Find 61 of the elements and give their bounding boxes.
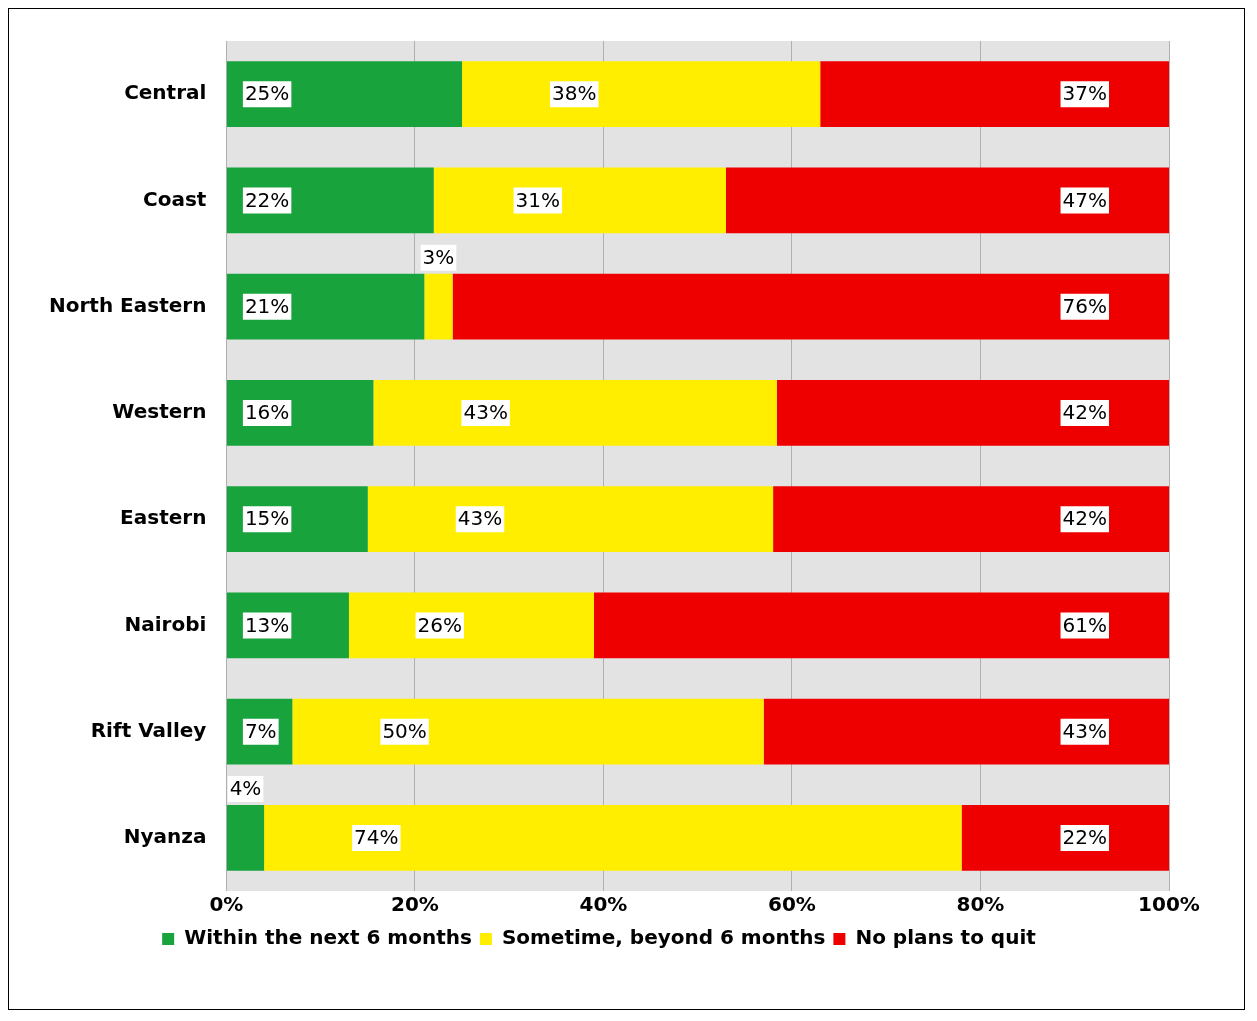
bar xyxy=(820,61,1169,128)
data-label: 47% xyxy=(1062,187,1107,212)
x-tick-label: 0% xyxy=(209,892,244,917)
x-tick-label: 100% xyxy=(1138,892,1200,917)
data-label: 50% xyxy=(382,718,427,743)
bar xyxy=(367,486,774,553)
y-tick-label: Western xyxy=(112,399,207,424)
x-tick-label: 60% xyxy=(768,892,816,917)
data-label: 43% xyxy=(457,506,503,531)
data-label: 37% xyxy=(1062,81,1107,106)
data-label: 26% xyxy=(417,612,463,637)
legend-label: Sometime, beyond 6 months xyxy=(501,925,826,950)
y-tick-label: Nairobi xyxy=(124,611,207,636)
data-label: 61% xyxy=(1062,612,1107,637)
data-label: 43% xyxy=(463,400,508,425)
data-label: 38% xyxy=(552,81,597,106)
bar xyxy=(373,379,777,446)
data-label: 42% xyxy=(1062,400,1107,425)
legend-label: Within the next 6 months xyxy=(184,925,472,950)
y-tick-label: Central xyxy=(124,80,207,105)
bar xyxy=(226,273,425,340)
bar xyxy=(424,273,453,340)
y-tick-label: Eastern xyxy=(120,505,207,530)
bar xyxy=(226,804,265,871)
bar xyxy=(462,61,821,128)
data-label: 22% xyxy=(1062,825,1107,850)
data-label: 13% xyxy=(244,612,290,637)
y-tick-label: North Eastern xyxy=(48,292,207,317)
data-label: 7% xyxy=(244,718,277,743)
bar xyxy=(776,379,1169,446)
bar xyxy=(763,698,1169,765)
bar xyxy=(725,167,1169,234)
bar xyxy=(433,167,726,234)
bar xyxy=(264,804,962,871)
y-tick-label: Nyanza xyxy=(123,824,207,849)
legend-label: No plans to quit xyxy=(855,925,1037,950)
bar xyxy=(348,592,595,659)
bar xyxy=(292,698,764,765)
data-label: 74% xyxy=(354,825,399,850)
data-label: 22% xyxy=(244,187,290,212)
data-label: 3% xyxy=(422,244,455,269)
data-label: 16% xyxy=(244,400,290,425)
data-label: 31% xyxy=(515,187,561,212)
bar xyxy=(773,486,1169,553)
data-label: 42% xyxy=(1062,506,1107,531)
bar xyxy=(961,804,1169,871)
x-tick-label: 40% xyxy=(579,892,628,917)
data-label: 15% xyxy=(244,506,290,531)
bar xyxy=(452,273,1169,340)
x-tick-label: 80% xyxy=(956,892,1005,917)
bar xyxy=(594,592,1169,659)
y-tick-label: Rift Valley xyxy=(90,717,207,742)
bar xyxy=(226,167,434,234)
data-label: 43% xyxy=(1062,718,1107,743)
data-label: 76% xyxy=(1062,293,1107,318)
data-label: 25% xyxy=(244,81,290,106)
bar xyxy=(226,61,463,128)
data-label: 4% xyxy=(229,776,262,801)
data-label: 21% xyxy=(244,293,290,318)
x-tick-label: 20% xyxy=(390,892,439,917)
y-tick-label: Coast xyxy=(143,186,207,211)
